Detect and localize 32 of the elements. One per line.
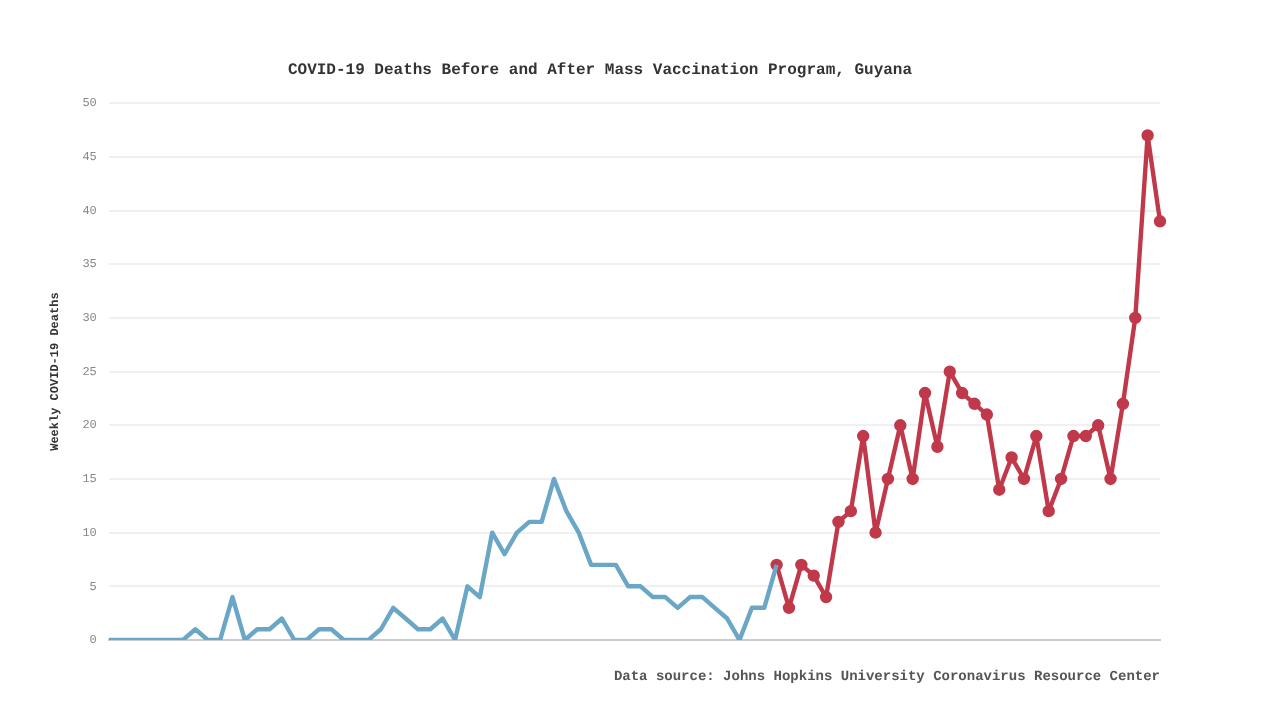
point [1042, 504, 1055, 518]
point [955, 386, 969, 400]
point [1067, 429, 1080, 443]
point [795, 558, 808, 572]
point [807, 569, 820, 582]
point [1030, 429, 1043, 443]
point [906, 472, 919, 486]
point [782, 601, 796, 614]
point [1054, 472, 1068, 486]
point [1153, 215, 1167, 228]
point [993, 483, 1006, 496]
point [819, 590, 833, 604]
point [869, 526, 882, 539]
point [856, 429, 870, 443]
point [1079, 429, 1092, 443]
point [968, 397, 981, 411]
point [1005, 451, 1018, 464]
point [1091, 419, 1105, 432]
point [1141, 129, 1154, 142]
point [1129, 311, 1142, 325]
point [931, 440, 944, 453]
point [844, 504, 858, 518]
point [1104, 472, 1117, 486]
point [980, 408, 994, 421]
point [918, 386, 932, 400]
point [832, 515, 845, 529]
point [943, 365, 956, 378]
point [1017, 472, 1031, 486]
chart-title: COVID-19 Deaths Before and After Mass Vaccination Program, Guyana [287, 61, 913, 80]
point [1116, 397, 1130, 411]
point [881, 472, 895, 486]
point [894, 419, 907, 432]
